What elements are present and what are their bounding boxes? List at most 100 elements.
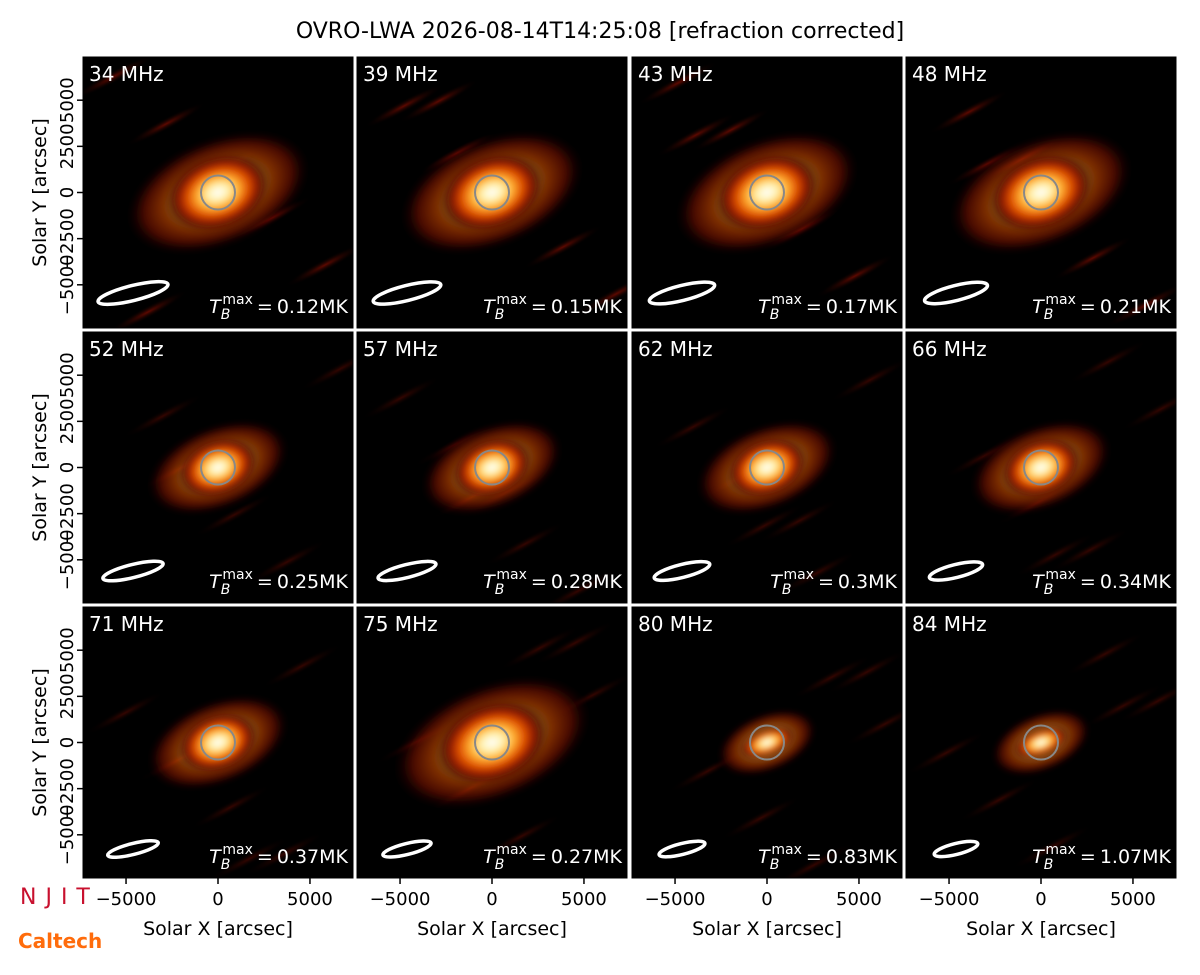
tb-sub: B [495, 857, 505, 873]
y-axis-label: Solar Y [arcsec] [29, 668, 51, 816]
panel: 80 MHz TBmax = 0.83MK −5000 0 5000 Solar X [arc… [631, 606, 903, 940]
streak [724, 504, 804, 548]
tb-max-label: TBmax = 0.25MK [209, 567, 348, 598]
radio-image [632, 332, 902, 603]
emission-core [1014, 726, 1068, 759]
emission-core [990, 153, 1092, 232]
solar-disk [200, 174, 236, 211]
tb-equals: = [257, 846, 273, 868]
tb-equals: = [531, 846, 547, 868]
x-tick-label: 5000 [1110, 889, 1156, 910]
tb-sup: max [771, 842, 802, 858]
radio-image [906, 607, 1176, 878]
frequency-label: 39 MHz [363, 62, 438, 86]
beam [96, 279, 170, 307]
panel-frame [905, 56, 1177, 329]
tb-sub: B [221, 857, 231, 873]
panel-frame [631, 331, 903, 604]
solar-disk [200, 724, 236, 761]
tb-equals: = [257, 296, 273, 318]
streak [1065, 632, 1145, 676]
streak [262, 644, 342, 688]
streak [1053, 236, 1133, 280]
panel: 75 MHz TBmax = 0.27MK −5000 0 5000 Solar X [arc… [356, 606, 628, 940]
tb-max-label: TBmax = 0.83MK [758, 842, 897, 873]
y-tick-label: 5000 [57, 352, 78, 398]
tb-sup: max [496, 567, 527, 583]
y-axis-label: Solar Y [arcsec] [29, 118, 51, 266]
x-tick-label: −5000 [96, 889, 157, 910]
streak [535, 621, 615, 665]
streak [638, 61, 718, 105]
streak [576, 272, 627, 316]
tb-symbol: T [209, 571, 222, 593]
y-tick-label: −2500 [57, 483, 78, 544]
streak [777, 551, 857, 595]
y-tick-label: 5000 [57, 627, 78, 673]
streak [1106, 283, 1176, 327]
beam [652, 559, 712, 583]
streak [523, 225, 603, 269]
tb-max-label: TBmax = 0.28MK [483, 567, 622, 598]
x-tick-label: 0 [212, 889, 223, 910]
tb-max-value: 0.37MK [277, 846, 349, 868]
y-tick-label: −2500 [57, 208, 78, 269]
tb-sup: max [783, 567, 814, 583]
tb-symbol: T [483, 846, 496, 868]
tb-max-value: 0.83MK [826, 846, 898, 868]
radio-image [906, 57, 1176, 328]
tb-equals: = [1080, 571, 1096, 593]
radio-image [632, 607, 902, 878]
y-tick-label: −2500 [57, 758, 78, 819]
x-tick-label: 5000 [836, 889, 882, 910]
beam [101, 559, 165, 583]
streak [1068, 340, 1148, 384]
figure-title: OVRO-LWA 2026-08-14T14:25:08 [refraction… [296, 19, 904, 44]
panel: 71 MHz TBmax = 0.37MK −5000 0 5000 Solar X [arc… [29, 606, 354, 940]
streak [500, 626, 580, 670]
streak [906, 731, 986, 775]
streak [194, 493, 274, 537]
tb-symbol: T [483, 571, 496, 593]
tb-symbol: T [209, 296, 222, 318]
streak [691, 108, 771, 152]
tb-symbol: T [770, 571, 783, 593]
tb-max-value: 0.21MK [1100, 296, 1172, 318]
streak [126, 102, 206, 146]
tb-max-value: 0.25MK [277, 571, 349, 593]
beam [381, 839, 433, 859]
beam [371, 280, 443, 306]
frequency-label: 71 MHz [89, 612, 164, 636]
tb-max-label: TBmax = 0.12MK [209, 292, 348, 323]
x-axis-label: Solar X [arcsec] [692, 918, 842, 940]
frequency-label: 57 MHz [363, 337, 438, 361]
frequency-label: 84 MHz [912, 612, 987, 636]
tb-sup: max [771, 292, 802, 308]
tb-symbol: T [1032, 571, 1045, 593]
streak [959, 778, 1039, 822]
beam [105, 839, 161, 859]
tb-sub: B [221, 307, 231, 323]
panel: 43 MHz TBmax = 0.17MK [631, 56, 903, 329]
streak [85, 691, 165, 735]
tb-symbol: T [758, 296, 771, 318]
streak [792, 655, 872, 699]
x-tick-label: 0 [761, 889, 772, 910]
tb-max-value: 1.07MK [1100, 846, 1172, 868]
streak [123, 394, 203, 438]
x-tick-label: 0 [1035, 889, 1046, 910]
streak [83, 57, 153, 99]
emission-core [728, 437, 806, 498]
y-tick-label: 0 [57, 462, 78, 473]
streak [929, 90, 1009, 134]
y-tick-label: −5000 [57, 254, 78, 315]
panel: 84 MHz TBmax = 1.07MK −5000 0 5000 Solar X [arc… [905, 606, 1177, 940]
solar-disk [1023, 724, 1059, 761]
emission-core [1002, 437, 1080, 498]
emission-core [716, 153, 818, 232]
tb-sub: B [1044, 857, 1054, 873]
emission-core [167, 153, 269, 232]
streak [247, 540, 327, 584]
caltech-logo: Caltech [18, 929, 102, 953]
